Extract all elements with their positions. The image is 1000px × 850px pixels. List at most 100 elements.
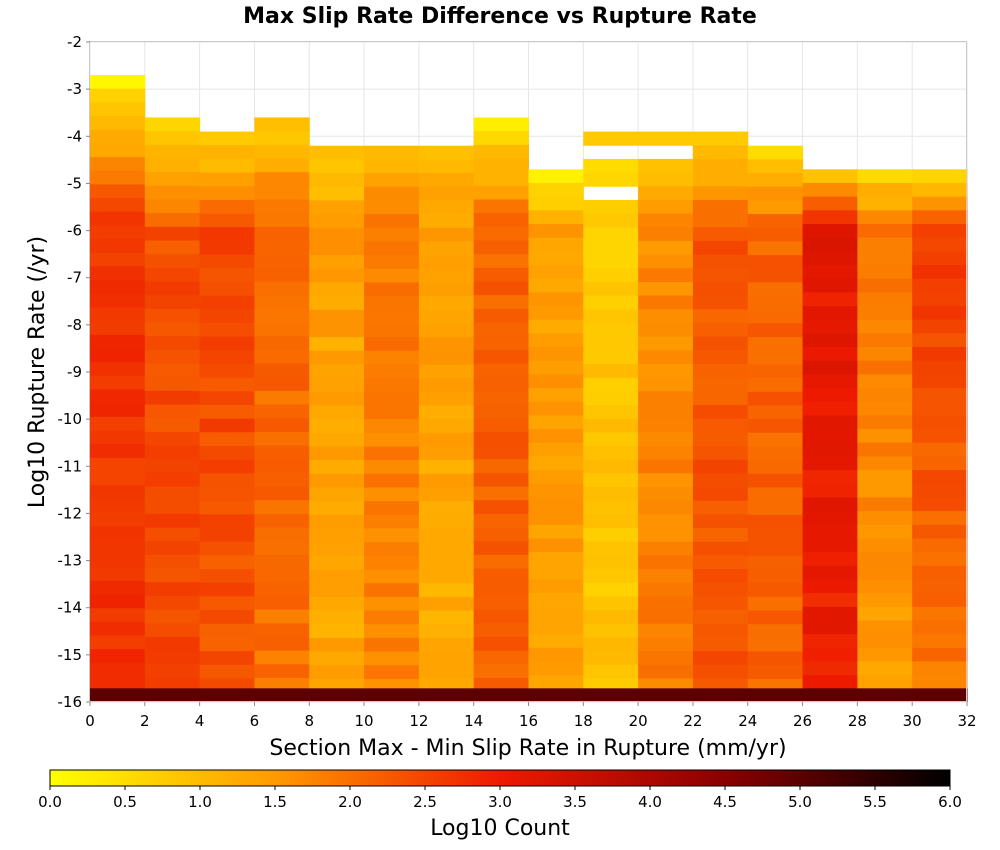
heatmap-cell [199,555,255,570]
heatmap-cell [912,647,968,662]
heatmap-cell [473,213,529,228]
heatmap-cell [638,172,694,187]
heatmap-cell [199,432,255,447]
heatmap-cell [747,665,804,680]
heatmap-cell [528,237,584,252]
colorbar-tick-label: 5.5 [863,793,887,811]
heatmap-cell [144,322,201,337]
heatmap-cell [418,487,475,502]
heatmap-cell [309,255,365,270]
heatmap-cell [473,254,529,269]
heatmap-cell [418,391,475,406]
heatmap-cell [692,268,749,283]
heatmap-cell [90,485,146,500]
heatmap-cell [747,337,804,352]
heatmap-cell [747,596,804,612]
heatmap-cell [802,237,858,252]
heatmap-cell [144,418,201,433]
colorbar [49,769,951,787]
heatmap-cell [418,419,475,434]
heatmap-cell [473,308,529,323]
heatmap-cell [364,651,420,666]
heatmap-cell [692,158,749,174]
heatmap-cell [692,541,749,556]
heatmap-cell [802,182,858,198]
heatmap-cell-bottom [857,688,913,702]
heatmap-cell [747,391,804,406]
x-tick-label: 20 [629,712,648,730]
heatmap-cell [199,158,255,174]
heatmap-cell [857,333,913,348]
heatmap-cell [802,442,858,457]
heatmap-cell [364,145,420,160]
heatmap-cell [144,185,201,200]
heatmap-cell [583,569,639,584]
heatmap-cell [802,210,858,225]
heatmap-cell [583,336,639,351]
heatmap-cell [528,470,584,485]
heatmap-cell [802,565,858,580]
heatmap-cell [528,579,584,594]
heatmap-cell [199,363,255,379]
heatmap-cell [364,432,420,447]
heatmap-cell [309,596,365,612]
heatmap-cell [528,401,584,416]
heatmap-cell [90,430,146,445]
heatmap-cell-bottom [528,688,584,702]
heatmap-cell [912,319,968,334]
heatmap-cell [90,444,146,459]
heatmap-cell [857,483,913,498]
heatmap-cell [418,637,475,653]
heatmap-cell [692,637,749,652]
heatmap-cell [802,675,858,689]
heatmap-cell [90,157,146,172]
heatmap-cell [309,241,365,256]
heatmap-cell [692,172,749,187]
heatmap-cell [802,606,858,621]
heatmap-cell [199,268,255,283]
heatmap-cell [802,374,858,389]
heatmap-cell [90,594,146,609]
heatmap-cell [583,459,639,474]
heatmap-cell [364,214,420,229]
heatmap-cell [199,528,255,543]
heatmap-cell [418,624,475,639]
heatmap-cell [583,295,639,310]
heatmap-cell [583,555,639,570]
heatmap-cell [254,336,310,351]
y-tick-label: -7 [67,269,82,287]
heatmap-cell [528,388,584,403]
heatmap-cell [638,569,694,584]
heatmap-cell [199,418,255,433]
heatmap-cell [309,405,365,420]
heatmap-cell [583,514,639,529]
heatmap-cell [418,555,475,571]
heatmap-cell [90,567,146,582]
heatmap-cell [309,487,365,502]
heatmap-cell [692,240,749,256]
heatmap-cell [912,237,968,252]
heatmap-cell [802,169,858,184]
heatmap-cell [583,309,639,324]
y-tick-label: -4 [67,127,82,145]
heatmap-cell [90,239,146,254]
heatmap-cell [254,185,310,200]
heatmap-cell [802,620,858,635]
heatmap-cell [692,610,749,625]
heatmap-cell [309,200,365,215]
heatmap-cell [912,429,968,444]
heatmap-cell [802,306,858,321]
heatmap-cell [473,664,529,679]
heatmap-cell [857,634,913,649]
heatmap-cell [364,637,420,653]
heatmap-cell [747,241,804,256]
heatmap-cell [144,336,201,351]
heatmap-cell [90,143,146,158]
heatmap-cell [364,255,420,270]
heatmap-cell [912,360,968,375]
heatmap-cell [309,282,365,297]
heatmap-cell [199,240,255,256]
heatmap-cell [857,552,913,567]
x-tick-label: 8 [304,712,314,730]
heatmap-cell-bottom [309,688,365,702]
